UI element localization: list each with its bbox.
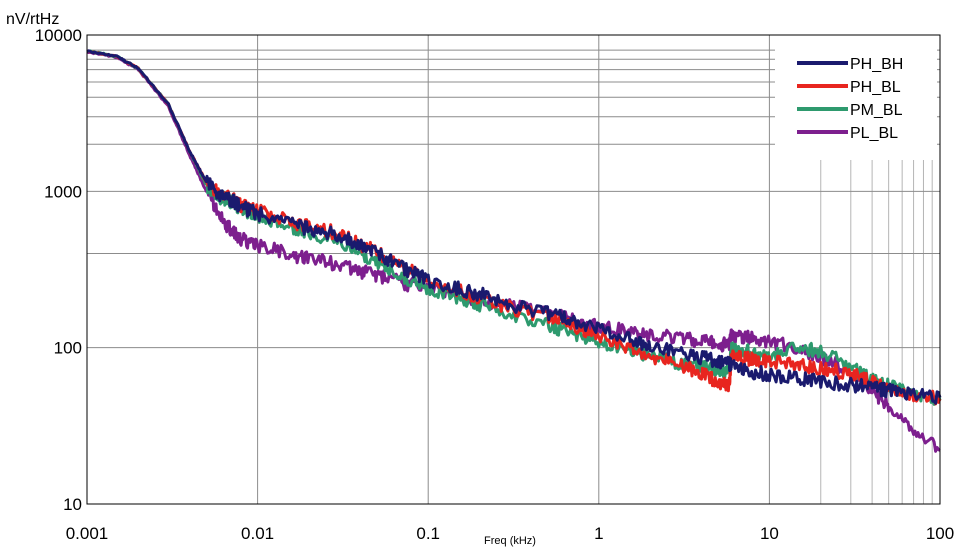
legend-label: PL_BL — [850, 125, 898, 142]
x-tick-label: 10 — [760, 524, 779, 543]
legend-box — [775, 40, 937, 158]
x-tick-label: 0.01 — [241, 524, 274, 543]
y-tick-label: 10000 — [35, 26, 82, 45]
y-tick-labels: 10 100 1000 10000 — [35, 26, 82, 514]
series-lines — [86, 49, 942, 453]
plot-frame — [86, 34, 941, 505]
x-tick-label: 100 — [926, 524, 954, 543]
y-tick-label: 10 — [63, 495, 82, 514]
series-line-ph-bh — [86, 49, 942, 405]
x-tick-label: 0.1 — [416, 524, 440, 543]
y-tick-label: 1000 — [44, 182, 82, 201]
legend: PH_BH PH_BL PM_BL PL_BL — [775, 40, 937, 158]
x-tick-label: 0.001 — [66, 524, 109, 543]
x-axis-label: Freq (kHz) — [484, 535, 536, 547]
x-tick-label: 1 — [594, 524, 603, 543]
y-axis-label: nV/rtHz — [6, 11, 59, 28]
legend-label: PH_BH — [850, 56, 903, 73]
series-line-pm-bl — [86, 49, 942, 406]
y-tick-label: 100 — [54, 339, 82, 358]
legend-label: PH_BL — [850, 79, 901, 96]
x-tick-labels: 0.001 0.01 0.1 1 10 100 — [66, 524, 954, 543]
legend-label: PM_BL — [850, 102, 903, 119]
